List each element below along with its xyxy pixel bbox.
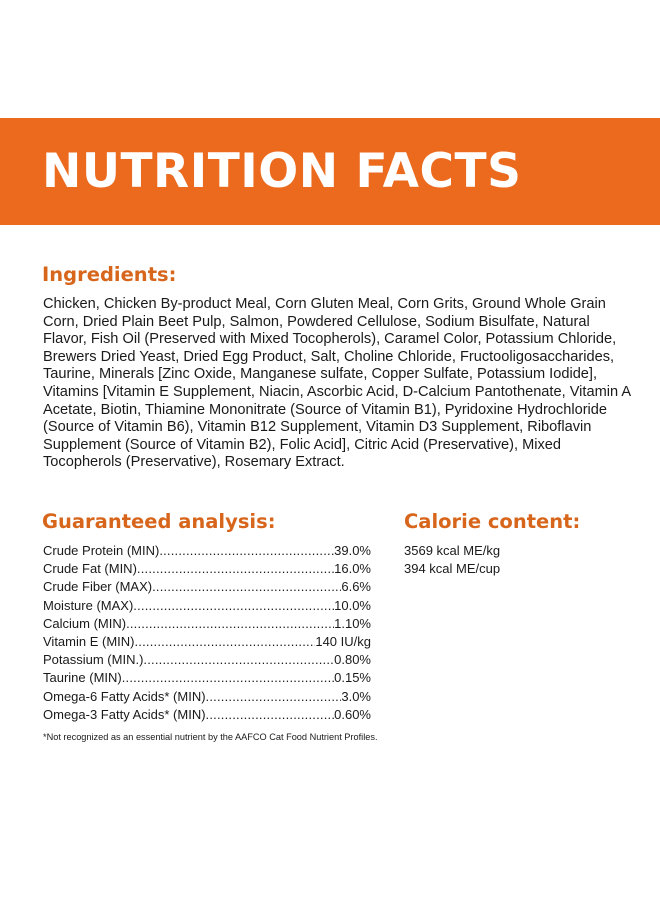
analysis-value: 140 IU/kg bbox=[315, 633, 371, 649]
analysis-row: Crude Fat (MIN) 16.0% bbox=[43, 560, 371, 578]
analysis-label: Crude Fiber (MAX) bbox=[43, 579, 153, 595]
calorie-content-heading: Calorie content: bbox=[404, 510, 581, 533]
analysis-value: 0.60% bbox=[334, 706, 371, 722]
analysis-value: 6.6% bbox=[341, 579, 371, 595]
analysis-value: 0.80% bbox=[334, 652, 371, 668]
analysis-row: Moisture (MAX) 10.0% bbox=[43, 597, 371, 615]
ingredients-text: Chicken, Chicken By-product Meal, Corn G… bbox=[43, 296, 631, 471]
calorie-content-list: 3569 kcal ME/kg 394 kcal ME/cup bbox=[404, 542, 500, 578]
analysis-value: 1.10% bbox=[334, 615, 371, 631]
analysis-row: Vitamin E (MIN) 140 IU/kg bbox=[43, 633, 371, 651]
analysis-row: Crude Fiber (MAX) 6.6% bbox=[43, 578, 371, 596]
aafco-footnote: *Not recognized as an essential nutrient… bbox=[43, 732, 378, 742]
analysis-label: Taurine (MIN) bbox=[43, 670, 122, 686]
analysis-value: 39.0% bbox=[334, 543, 371, 558]
analysis-label: Moisture (MAX) bbox=[43, 597, 134, 613]
leader-dots bbox=[206, 706, 335, 724]
analysis-label: Vitamin E (MIN) bbox=[43, 633, 135, 649]
analysis-label: Omega-6 Fatty Acids* (MIN) bbox=[43, 688, 206, 704]
analysis-value: 0.15% bbox=[334, 670, 371, 686]
guaranteed-analysis-list: Crude Protein (MIN) 39.0% Crude Fat (MIN)… bbox=[43, 542, 371, 724]
leader-dots bbox=[133, 597, 334, 615]
analysis-row: Taurine (MIN) 0.15% bbox=[43, 669, 371, 687]
calorie-line: 394 kcal ME/cup bbox=[404, 561, 501, 577]
leader-dots bbox=[159, 542, 334, 560]
analysis-row: Omega-3 Fatty Acids* (MIN) 0.60% bbox=[43, 706, 371, 724]
analysis-label: Omega-3 Fatty Acids* (MIN) bbox=[43, 706, 206, 722]
analysis-value: 16.0% bbox=[334, 561, 371, 577]
guaranteed-analysis-heading: Guaranteed analysis: bbox=[42, 510, 276, 533]
analysis-row: Potassium (MIN.) 0.80% bbox=[43, 651, 371, 669]
ingredients-heading: Ingredients: bbox=[42, 263, 177, 286]
analysis-row: Calcium (MIN) 1.10% bbox=[43, 615, 371, 633]
analysis-row: Omega-6 Fatty Acids* (MIN) 3.0% bbox=[43, 688, 371, 706]
leader-dots bbox=[122, 669, 334, 687]
analysis-label: Potassium (MIN.) bbox=[43, 652, 144, 668]
analysis-row: Crude Protein (MIN) 39.0% bbox=[43, 542, 371, 560]
leader-dots bbox=[143, 651, 334, 669]
analysis-label: Calcium (MIN) bbox=[43, 615, 127, 631]
leader-dots bbox=[206, 688, 342, 706]
nutrition-facts-banner: NUTRITION FACTS bbox=[0, 118, 660, 225]
analysis-value: 3.0% bbox=[341, 688, 371, 704]
leader-dots bbox=[152, 578, 341, 596]
leader-dots bbox=[135, 633, 316, 651]
analysis-value: 10.0% bbox=[334, 597, 371, 613]
analysis-label: Crude Protein (MIN) bbox=[43, 543, 160, 558]
analysis-label: Crude Fat (MIN) bbox=[43, 561, 137, 577]
calorie-line: 3569 kcal ME/kg bbox=[404, 543, 501, 558]
leader-dots bbox=[137, 560, 334, 578]
page-title: NUTRITION FACTS bbox=[42, 144, 522, 199]
leader-dots bbox=[126, 615, 334, 633]
